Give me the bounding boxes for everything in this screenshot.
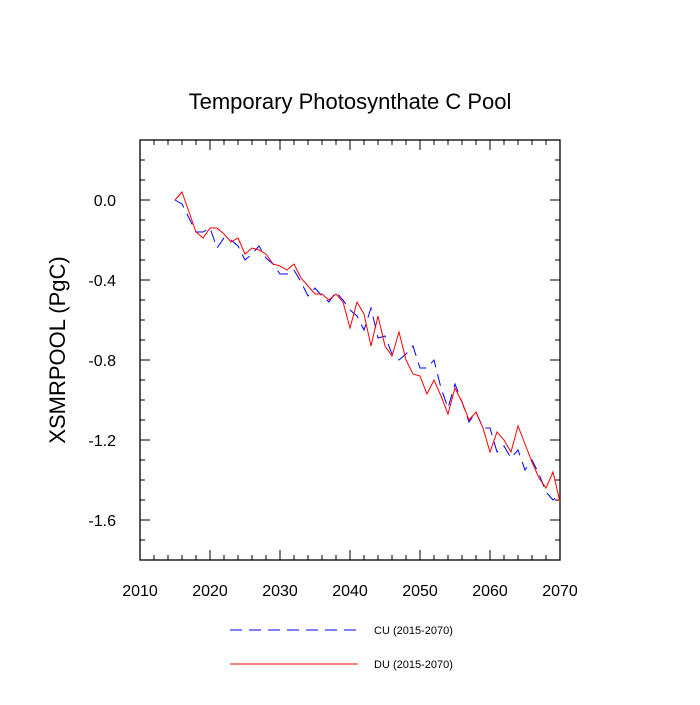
x-tick-label: 2030 <box>262 583 298 600</box>
y-tick-label: -0.8 <box>88 353 116 370</box>
legend-label-du: DU (2015-2070) <box>374 659 453 671</box>
series-group <box>174 191 561 503</box>
x-tick-labels: 2010 2020 2030 2040 2050 2060 2070 <box>122 583 578 600</box>
x-tick-label: 2020 <box>192 583 228 600</box>
x-tick-label: 2060 <box>472 583 508 600</box>
legend-label-cu: CU (2015-2070) <box>374 625 453 637</box>
x-tick-label: 2070 <box>542 583 578 600</box>
y-tick-label: -1.2 <box>88 433 116 450</box>
chart-title: Temporary Photosynthate C Pool <box>189 89 512 114</box>
y-tick-labels: 0.0 -0.4 -0.8 -1.2 -1.6 <box>88 193 116 530</box>
x-tick-label: 2010 <box>122 583 158 600</box>
y-tick-label: -0.4 <box>88 273 116 290</box>
axis-ticks <box>139 139 561 561</box>
y-tick-label: -1.6 <box>88 513 116 530</box>
x-tick-label: 2040 <box>332 583 368 600</box>
y-axis-label: XSMRPOOL (PgC) <box>45 256 70 443</box>
x-tick-label: 2050 <box>402 583 438 600</box>
series-line-cu <box>174 199 561 501</box>
series-line-du <box>174 191 561 503</box>
y-tick-label: 0.0 <box>94 193 116 210</box>
plot-frame <box>139 139 561 561</box>
legend: CU (2015-2070) DU (2015-2070) <box>230 625 453 671</box>
